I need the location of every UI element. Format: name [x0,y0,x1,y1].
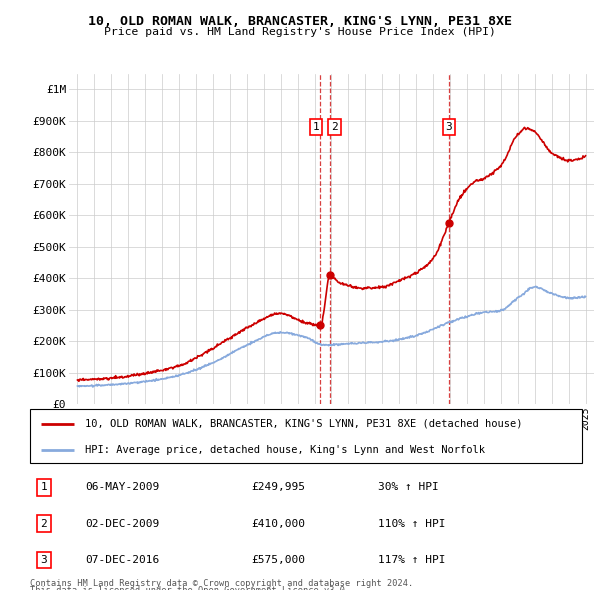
Text: 10, OLD ROMAN WALK, BRANCASTER, KING'S LYNN, PE31 8XE: 10, OLD ROMAN WALK, BRANCASTER, KING'S L… [88,15,512,28]
Text: 07-DEC-2016: 07-DEC-2016 [85,555,160,565]
Text: £410,000: £410,000 [251,519,305,529]
Text: 06-MAY-2009: 06-MAY-2009 [85,482,160,492]
Text: 3: 3 [445,122,452,132]
Text: 2: 2 [40,519,47,529]
Text: HPI: Average price, detached house, King's Lynn and West Norfolk: HPI: Average price, detached house, King… [85,445,485,454]
FancyBboxPatch shape [30,409,582,463]
Text: 10, OLD ROMAN WALK, BRANCASTER, KING'S LYNN, PE31 8XE (detached house): 10, OLD ROMAN WALK, BRANCASTER, KING'S L… [85,418,523,428]
Text: 1: 1 [313,122,320,132]
Text: 02-DEC-2009: 02-DEC-2009 [85,519,160,529]
Text: 30% ↑ HPI: 30% ↑ HPI [378,482,439,492]
Text: 110% ↑ HPI: 110% ↑ HPI [378,519,445,529]
Text: This data is licensed under the Open Government Licence v3.0.: This data is licensed under the Open Gov… [30,586,350,590]
Text: £575,000: £575,000 [251,555,305,565]
Text: 1: 1 [40,482,47,492]
Text: 117% ↑ HPI: 117% ↑ HPI [378,555,445,565]
Text: Contains HM Land Registry data © Crown copyright and database right 2024.: Contains HM Land Registry data © Crown c… [30,579,413,588]
Text: Price paid vs. HM Land Registry's House Price Index (HPI): Price paid vs. HM Land Registry's House … [104,27,496,37]
Text: 2: 2 [331,122,338,132]
Text: £249,995: £249,995 [251,482,305,492]
Text: 3: 3 [40,555,47,565]
